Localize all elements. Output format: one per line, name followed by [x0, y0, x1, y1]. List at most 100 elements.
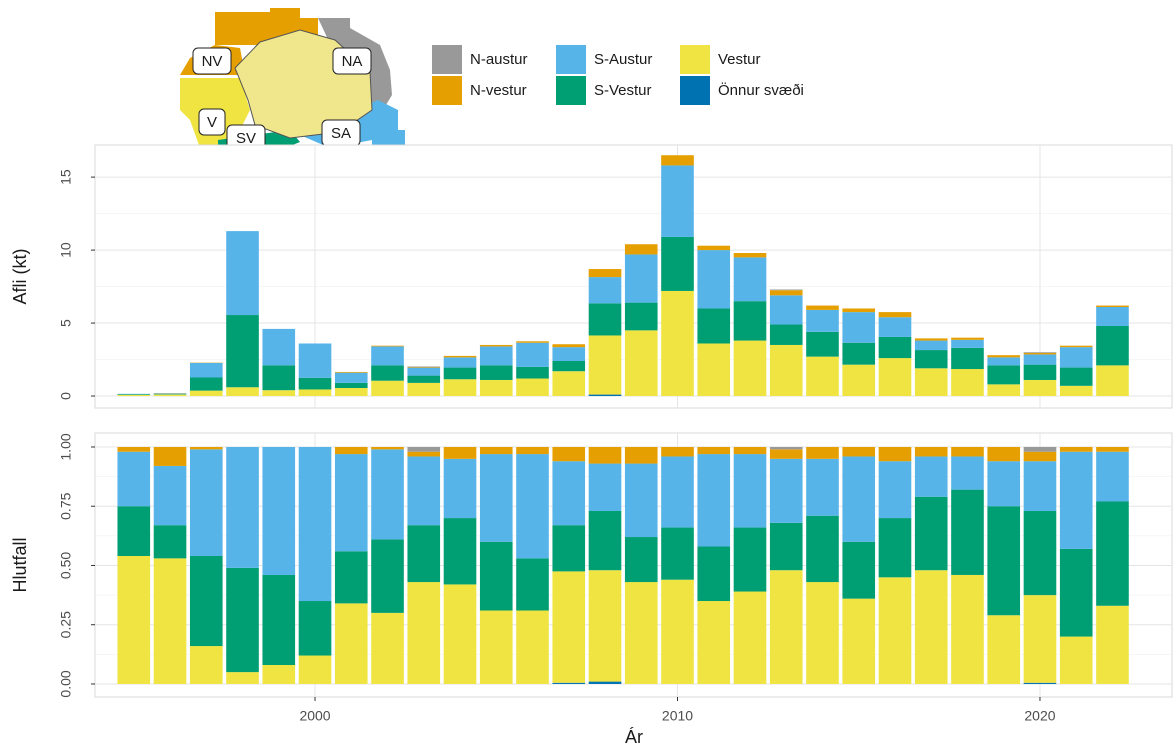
bar-segment	[697, 454, 731, 547]
bar-segment	[951, 339, 984, 348]
bar-segment	[1059, 345, 1093, 348]
bar-segment	[1023, 451, 1057, 462]
y-tick-label: 0.75	[58, 492, 74, 519]
bar-segment	[262, 574, 296, 666]
bar-segment	[479, 454, 513, 542]
bar-segment	[733, 446, 767, 455]
bar-segment	[697, 601, 731, 684]
bar-segment	[806, 582, 839, 684]
bar-segment	[769, 290, 803, 296]
bar-segment	[842, 342, 876, 365]
bar-segment	[878, 358, 912, 397]
y-tick-label: 0.50	[58, 552, 74, 579]
bar-segment	[769, 446, 803, 450]
bar-segment	[624, 537, 658, 583]
bar-segment	[407, 375, 441, 383]
bar-segment	[1059, 347, 1093, 368]
bar-segment	[914, 446, 948, 457]
bar-segment	[117, 394, 151, 395]
bar-segment	[479, 344, 513, 347]
bar-segment	[588, 277, 622, 304]
legend-label: Önnur svæði	[718, 81, 804, 99]
bar-segment	[914, 350, 948, 369]
bar-segment	[226, 387, 259, 397]
bar-segment	[552, 571, 586, 683]
bar-segment	[407, 366, 441, 368]
bar-segment	[189, 377, 223, 391]
bar-segment	[806, 356, 839, 397]
bar-segment	[842, 456, 876, 542]
bar-segment	[407, 446, 441, 452]
bar-segment	[733, 454, 767, 528]
bar-segment	[516, 610, 549, 684]
bar-segment	[1096, 305, 1129, 308]
bar-segment	[661, 290, 694, 397]
bar-segment	[153, 446, 187, 466]
legend-label: S-Vestur	[594, 82, 652, 99]
bar-segment	[806, 305, 839, 310]
bar-segment	[914, 368, 948, 397]
bar-segment	[516, 558, 549, 611]
bar-segment	[298, 343, 332, 378]
bar-segment	[1096, 365, 1129, 397]
bar-segment	[189, 449, 223, 556]
bar-segment	[552, 344, 586, 348]
bar-segment	[661, 165, 694, 237]
bar-segment	[552, 347, 586, 362]
bar-segment	[1096, 307, 1129, 326]
bar-segment	[407, 451, 441, 457]
bar-segment	[878, 446, 912, 462]
bar-segment	[479, 379, 513, 397]
bar-segment	[552, 446, 586, 462]
bar-segment	[769, 449, 803, 459]
bar-segment	[842, 598, 876, 684]
x-tick-label: 2000	[299, 708, 330, 724]
bar-segment	[226, 446, 259, 568]
bar-segment	[516, 446, 549, 455]
bar-segment	[987, 615, 1021, 684]
bar-segment	[1023, 364, 1057, 380]
bar-segment	[769, 289, 803, 291]
bar-segment	[697, 343, 731, 397]
bar-segment	[1023, 352, 1057, 355]
map-label: V	[207, 114, 217, 131]
bar-segment	[951, 347, 984, 370]
bar-segment	[697, 250, 731, 309]
bar-segment	[552, 361, 586, 372]
bar-segment	[334, 446, 368, 455]
bar-segment	[1096, 446, 1129, 452]
bar-segment	[987, 357, 1021, 366]
bar-segment	[371, 380, 404, 397]
map-inset: NV NA V SV SA	[180, 8, 405, 160]
bar-segment	[987, 461, 1021, 507]
bar-segment	[733, 527, 767, 592]
bar-segment	[262, 665, 296, 684]
bar-segment	[951, 456, 984, 490]
bar-segment	[443, 584, 477, 684]
bar-segment	[153, 465, 187, 526]
legend-key	[556, 45, 586, 74]
bar-segment	[661, 527, 694, 580]
bar-segment	[914, 456, 948, 497]
bar-segment	[262, 390, 296, 397]
bar-segment	[842, 446, 876, 457]
bar-segment	[1096, 325, 1129, 366]
bar-segment	[117, 555, 151, 684]
bar-segment	[298, 446, 332, 602]
bar-segment	[624, 244, 658, 255]
bar-segment	[334, 382, 368, 389]
bar-segment	[914, 340, 948, 351]
bar-segment	[878, 518, 912, 578]
bar-segment	[806, 309, 839, 332]
bar-segment	[516, 366, 549, 379]
bar-segment	[298, 601, 332, 656]
bar-segment	[661, 155, 694, 166]
bar-segment	[407, 367, 441, 376]
bar-segment	[733, 253, 767, 258]
bar-segment	[1059, 548, 1093, 637]
bar-segment	[443, 446, 477, 459]
bar-segment	[443, 379, 477, 397]
y-tick-label: 0.25	[58, 611, 74, 638]
map-label: NV	[202, 53, 223, 70]
bar-segment	[189, 646, 223, 684]
